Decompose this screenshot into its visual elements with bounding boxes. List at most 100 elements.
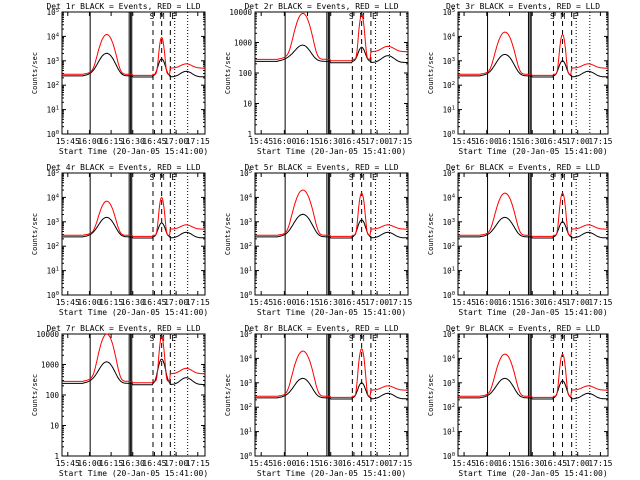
x-tick-label: 16:00 [77,298,101,307]
panel-title: Det 4r BLACK = Events, RED = LLD [46,163,200,172]
phase-letter: E [573,334,578,343]
phase-letter: E [573,173,578,182]
x-tick-label: 17:00 [164,459,188,468]
phase-letter: M [360,334,365,343]
series-line-events [62,52,205,78]
x-tick-label: 16:30 [319,298,343,307]
plot-area [61,172,206,296]
x-tick-label: 16:45 [142,298,166,307]
panel-title: Det 3r BLACK = Events, RED = LLD [446,2,600,11]
series-line-events [62,358,205,386]
y-tick-label: 100 [443,291,455,300]
x-tick-label: 17:00 [566,459,590,468]
series-line-events [255,213,408,239]
x-tick-label: 17:15 [186,459,210,468]
y-tick-label: 101 [443,428,455,437]
x-tick-label: 16:15 [497,298,521,307]
x-tick-label: 15:45 [452,298,476,307]
panel-title: Det 7r BLACK = Events, RED = LLD [46,324,200,333]
x-tick-label: 16:00 [475,459,499,468]
y-tick-label: 10000 [36,330,59,339]
x-axis-label: Start Time (20-Jan-05 15:41:00) [257,469,406,478]
series-line-lld [458,31,608,76]
x-tick-label: 15:45 [56,298,80,307]
y-tick-label: 10000 [229,8,252,17]
y-tick-label: 101 [47,106,59,115]
x-tick-label: 16:00 [77,137,101,146]
x-tick-label: 16:00 [272,459,296,468]
x-tick-label: 16:15 [497,459,521,468]
x-tick-label: 16:30 [520,137,544,146]
y-axis-label: Counts/sec [31,213,39,255]
x-tick-label: 16:30 [121,137,145,146]
phase-letter: S [349,12,354,21]
panel-title: Det 9r BLACK = Events, RED = LLD [446,324,600,333]
x-tick-label: 16:15 [99,459,123,468]
x-tick-label: 17:15 [388,298,412,307]
x-tick-label: 15:45 [249,459,273,468]
phase-letter: E [372,334,377,343]
y-tick-label: 101 [240,428,252,437]
y-tick-label: 102 [443,242,455,251]
x-tick-label: 16:30 [319,459,343,468]
y-axis-label: Counts/sec [427,52,435,94]
series-line-events [458,216,608,239]
x-tick-label: 16:15 [99,298,123,307]
x-axis-label: Start Time (20-Jan-05 15:41:00) [59,469,208,478]
y-tick-label: 10 [243,100,253,109]
y-tick-label: 104 [443,32,456,41]
x-axis-label: Start Time (20-Jan-05 15:41:00) [458,308,607,317]
y-tick-label: 105 [47,169,59,178]
y-tick-label: 104 [240,354,253,363]
x-tick-label: 16:30 [121,298,145,307]
series-line-lld [62,196,205,237]
y-axis-label: Counts/sec [31,374,39,416]
y-tick-label: 103 [240,218,252,227]
phase-letter: E [171,334,176,343]
x-tick-label: 16:45 [342,137,366,146]
x-tick-label: 16:00 [272,298,296,307]
x-axis-label: Start Time (20-Jan-05 15:41:00) [458,469,607,478]
y-axis-label: Counts/sec [224,213,232,255]
y-tick-label: 100 [240,291,252,300]
panel-title: Det 6r BLACK = Events, RED = LLD [446,163,600,172]
y-axis-label: Counts/sec [427,374,435,416]
y-tick-label: 101 [240,267,252,276]
series-line-lld [458,353,608,398]
y-tick-label: 104 [47,193,60,202]
x-tick-label: 16:45 [342,459,366,468]
x-axis-label: Start Time (20-Jan-05 15:41:00) [257,147,406,156]
x-axis-label: Start Time (20-Jan-05 15:41:00) [458,147,607,156]
x-axis-label: Start Time (20-Jan-05 15:41:00) [59,308,208,317]
x-tick-label: 15:45 [56,459,80,468]
y-tick-label: 105 [240,169,252,178]
x-tick-label: 15:45 [56,137,80,146]
phase-letter: E [372,173,377,182]
x-tick-label: 15:45 [452,137,476,146]
series-line-lld [255,189,408,237]
series-line-events [255,377,408,400]
x-tick-label: 17:00 [365,137,389,146]
y-tick-label: 103 [47,57,59,66]
y-tick-label: 103 [443,379,455,388]
phase-letter: S [550,334,555,343]
y-tick-label: 105 [443,8,455,17]
y-tick-label: 1000 [234,39,253,48]
y-tick-label: 103 [443,218,455,227]
x-tick-label: 17:00 [365,459,389,468]
plot-area [457,11,609,135]
phase-letter: M [561,12,566,21]
y-tick-label: 105 [443,169,455,178]
x-tick-label: 17:00 [365,298,389,307]
plot-area [457,333,609,457]
phase-letter: M [160,173,165,182]
x-tick-label: 16:00 [475,298,499,307]
x-tick-label: 17:00 [164,137,188,146]
series-line-events [62,216,205,239]
